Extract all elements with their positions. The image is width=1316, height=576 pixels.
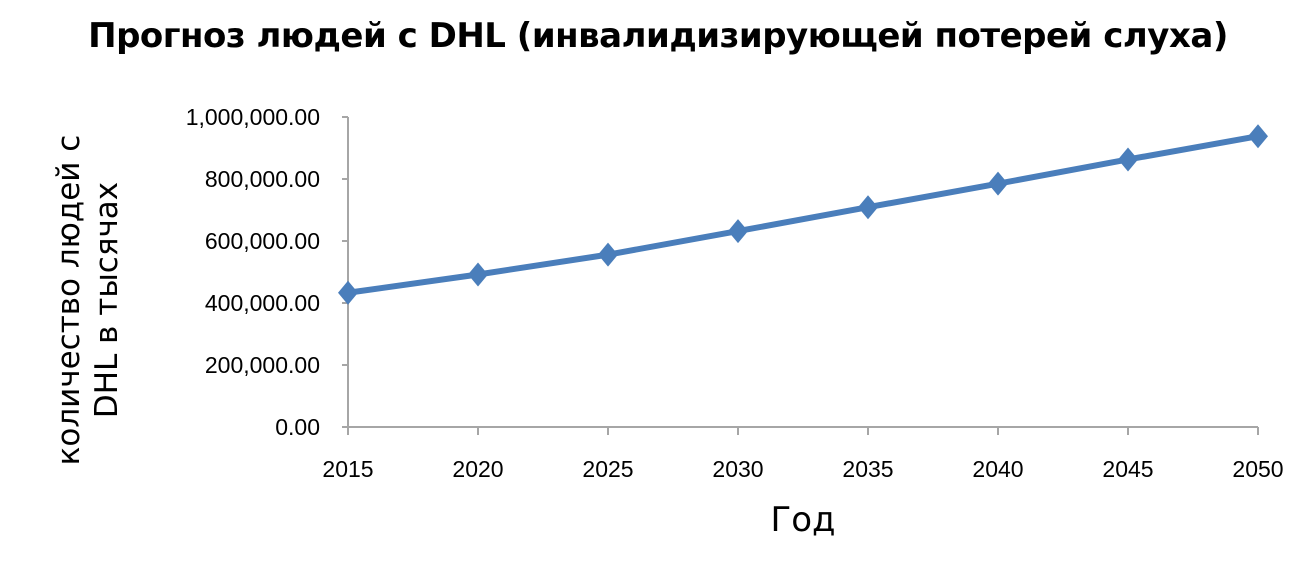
data-point-marker: [858, 195, 878, 220]
data-point-marker: [728, 219, 748, 244]
data-point-marker: [988, 171, 1008, 196]
y-tick-label: 600,000.00: [205, 228, 320, 254]
series-line: [347, 133, 1259, 296]
y-tick-label: 0.00: [275, 414, 320, 440]
x-tick-label: 2050: [1232, 456, 1283, 482]
x-tick-label: 2040: [972, 456, 1023, 482]
x-tick-label: 2030: [712, 456, 763, 482]
y-tick-label: 400,000.00: [205, 290, 320, 316]
data-point-marker: [598, 242, 618, 267]
x-tick-label: 2020: [452, 456, 503, 482]
y-tick-label: 200,000.00: [205, 352, 320, 378]
x-tick-label: 2035: [842, 456, 893, 482]
data-point-marker: [468, 262, 488, 287]
data-point-marker: [1248, 124, 1268, 149]
y-tick-label: 800,000.00: [205, 166, 320, 192]
y-tick-label: 1,000,000.00: [186, 104, 320, 130]
x-tick-label: 2025: [582, 456, 633, 482]
data-point-marker: [1118, 147, 1138, 172]
x-axis-title: Год: [770, 500, 836, 540]
data-point-marker: [338, 280, 358, 305]
x-tick-label: 2045: [1102, 456, 1153, 482]
x-tick-label: 2015: [322, 456, 373, 482]
chart-title: Прогноз людей с DHL (инвалидизирующей по…: [88, 16, 1228, 56]
